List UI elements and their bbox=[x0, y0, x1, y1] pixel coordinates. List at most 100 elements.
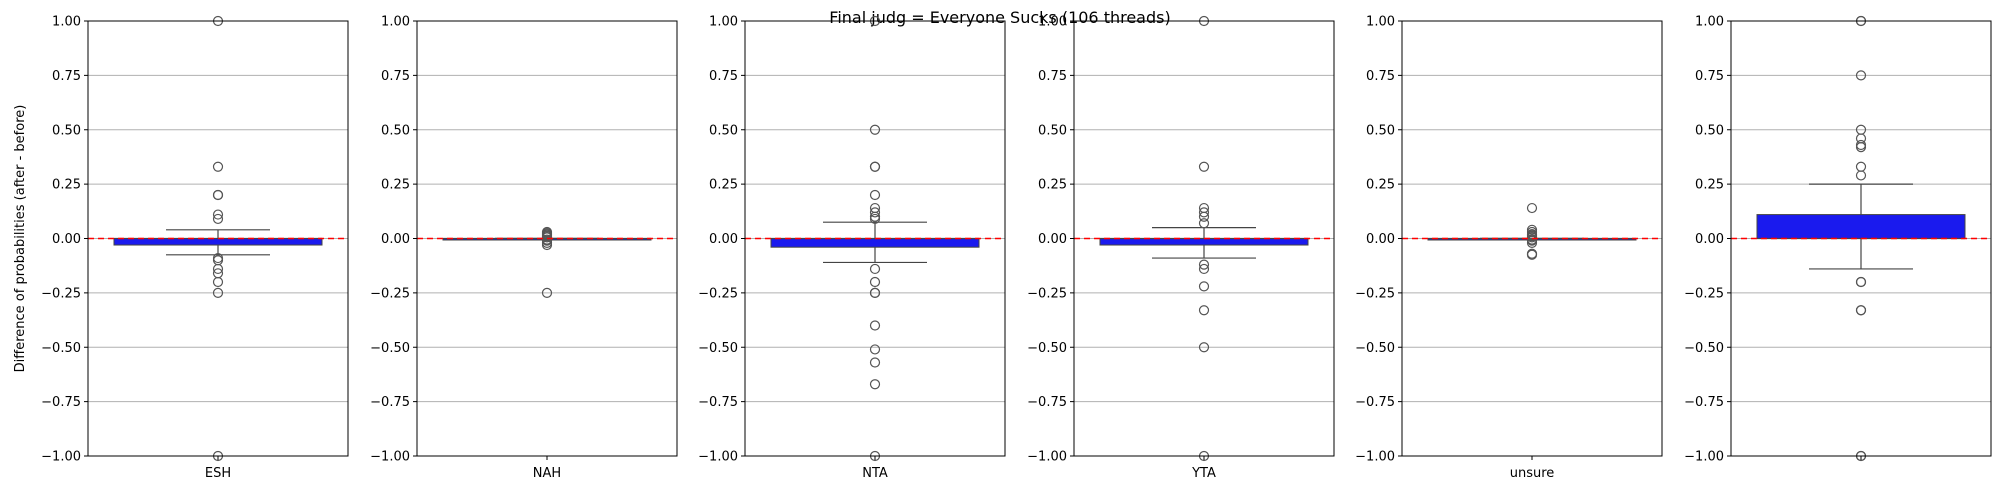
y-tick-label: −1.00 bbox=[370, 450, 410, 465]
outlier-point bbox=[869, 357, 881, 368]
box bbox=[113, 238, 323, 246]
outlier-point bbox=[869, 344, 881, 355]
outlier-point bbox=[212, 209, 224, 220]
y-tick-label: 0.50 bbox=[709, 123, 738, 138]
y-tick-label: 1.00 bbox=[1695, 15, 1724, 30]
outlier-point bbox=[541, 239, 553, 251]
y-axis-label: Difference of probabilities (after - bef… bbox=[13, 105, 28, 373]
y-tick-label: 0.25 bbox=[1695, 178, 1724, 193]
outlier-point bbox=[212, 287, 224, 298]
y-tick-label: −0.75 bbox=[1684, 395, 1724, 410]
y-tick-label: 0.50 bbox=[1038, 123, 1067, 138]
outlier-point bbox=[212, 189, 224, 201]
y-tick-label: 1.00 bbox=[52, 15, 81, 30]
outlier-point bbox=[1198, 263, 1210, 275]
panel-frame bbox=[416, 20, 678, 457]
outlier-point bbox=[1198, 259, 1210, 270]
panel: 1.00 0.75 0.50 0.25 0.00 −0.25 −0.50 −0.75 −1.00… bbox=[1027, 15, 1335, 481]
y-tick-label: 0.75 bbox=[1695, 69, 1724, 84]
y-tick-label: 0.50 bbox=[1366, 123, 1395, 138]
outlier-point bbox=[1198, 161, 1210, 172]
panel-frame bbox=[87, 20, 349, 457]
outlier-point bbox=[1198, 342, 1210, 353]
chart-title: Final judg = Everyone Sucks (106 threads… bbox=[829, 8, 1170, 27]
y-tick-label: −0.75 bbox=[1355, 395, 1395, 410]
y-tick-label: 1.00 bbox=[709, 15, 738, 30]
panel: 1.00 0.75 0.50 0.25 0.00 −0.25 −0.50 −0.75 −1.00 bbox=[1684, 15, 1992, 465]
outlier-point bbox=[1198, 211, 1210, 222]
y-tick-label: 1.00 bbox=[381, 15, 410, 30]
outlier-point bbox=[1198, 305, 1210, 316]
outlier-point bbox=[1855, 305, 1867, 316]
y-tick-label: 0.75 bbox=[52, 69, 81, 84]
y-tick-label: 0.00 bbox=[1695, 232, 1724, 247]
y-tick-label: −0.25 bbox=[698, 286, 738, 301]
outlier-point bbox=[1855, 142, 1867, 153]
x-tick-label: NAH bbox=[533, 466, 561, 481]
panel-frame bbox=[744, 20, 1006, 457]
y-tick-label: 0.25 bbox=[381, 178, 410, 193]
outlier-point bbox=[869, 379, 881, 390]
y-tick-label: −0.75 bbox=[1027, 395, 1067, 410]
outlier-point bbox=[1855, 161, 1867, 172]
panel: 1.00 0.75 0.50 0.25 0.00 −0.25 −0.50 −0.75 −1.00… bbox=[41, 15, 349, 481]
y-tick-label: −1.00 bbox=[1684, 450, 1724, 465]
y-tick-label: −0.50 bbox=[698, 341, 738, 356]
outlier-point bbox=[869, 213, 881, 225]
y-tick-label: 1.00 bbox=[1038, 15, 1067, 30]
panel: 1.00 0.75 0.50 0.25 0.00 −0.25 −0.50 −0.75 −1.00… bbox=[698, 15, 1006, 481]
outlier-point bbox=[1855, 139, 1867, 151]
y-tick-label: −1.00 bbox=[698, 450, 738, 465]
box bbox=[1099, 238, 1309, 246]
x-tick-label: NTA bbox=[862, 466, 888, 481]
y-tick-label: −0.75 bbox=[698, 395, 738, 410]
outlier-point bbox=[1198, 281, 1210, 292]
y-tick-label: 0.50 bbox=[52, 123, 81, 138]
y-tick-label: 0.25 bbox=[1038, 178, 1067, 193]
outlier-point bbox=[869, 124, 881, 135]
y-tick-label: −0.50 bbox=[1684, 341, 1724, 356]
outlier-point bbox=[869, 320, 881, 331]
outlier-point bbox=[1198, 207, 1210, 218]
y-tick-label: −1.00 bbox=[41, 450, 81, 465]
y-tick-label: 0.00 bbox=[1366, 232, 1395, 247]
outlier-point bbox=[869, 207, 881, 218]
y-tick-label: −0.50 bbox=[370, 341, 410, 356]
panel: 1.00 0.75 0.50 0.25 0.00 −0.25 −0.50 −0.75 −1.00… bbox=[370, 15, 678, 481]
outlier-point bbox=[1198, 218, 1210, 229]
y-tick-label: −0.50 bbox=[41, 341, 81, 356]
y-tick-label: 0.00 bbox=[709, 232, 738, 247]
outlier-point bbox=[869, 276, 881, 288]
y-tick-label: 0.75 bbox=[709, 69, 738, 84]
panel-frame bbox=[1730, 20, 1992, 457]
outlier-point bbox=[1855, 170, 1867, 181]
outlier-point bbox=[1855, 276, 1867, 288]
y-tick-label: −0.25 bbox=[1355, 286, 1395, 301]
y-tick-label: 0.25 bbox=[709, 178, 738, 193]
y-tick-label: 0.75 bbox=[1366, 69, 1395, 84]
outlier-point bbox=[869, 161, 881, 172]
outlier-point bbox=[869, 287, 881, 298]
outlier-point bbox=[212, 161, 224, 172]
outlier-point bbox=[869, 263, 881, 275]
y-tick-label: −0.75 bbox=[41, 395, 81, 410]
y-tick-label: 1.00 bbox=[1366, 15, 1395, 30]
outlier-point bbox=[212, 255, 224, 266]
panel: 1.00 0.75 0.50 0.25 0.00 −0.25 −0.50 −0.75 −1.00… bbox=[1355, 15, 1663, 481]
y-tick-label: −1.00 bbox=[1355, 450, 1395, 465]
y-tick-label: 0.25 bbox=[52, 178, 81, 193]
y-tick-label: −0.25 bbox=[1027, 286, 1067, 301]
y-tick-label: 0.50 bbox=[381, 123, 410, 138]
box bbox=[770, 238, 980, 248]
y-tick-label: 0.50 bbox=[1695, 123, 1724, 138]
y-tick-label: −0.75 bbox=[370, 395, 410, 410]
panels: 1.00 0.75 0.50 0.25 0.00 −0.25 −0.50 −0.75 −1.00… bbox=[41, 15, 1992, 481]
outlier-point bbox=[212, 213, 224, 225]
y-tick-label: −0.50 bbox=[1355, 341, 1395, 356]
x-tick-label: ESH bbox=[205, 466, 231, 481]
box bbox=[1756, 214, 1966, 239]
y-tick-label: −0.25 bbox=[41, 286, 81, 301]
y-tick-label: −0.25 bbox=[370, 286, 410, 301]
x-tick-label: unsure bbox=[1510, 466, 1555, 481]
